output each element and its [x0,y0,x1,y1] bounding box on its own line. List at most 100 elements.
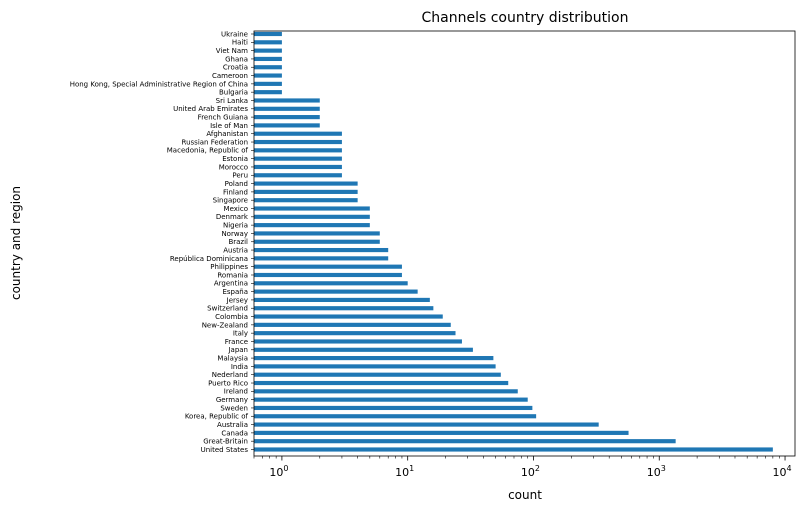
bar [254,347,473,352]
bar [254,247,389,253]
bar [254,272,402,278]
y-tick-label: Canada [221,429,248,437]
bar [254,198,358,203]
bar [254,339,462,344]
bar [254,231,380,236]
y-tick-label: Colombia [215,313,248,321]
bar [254,148,342,153]
bar [254,264,402,269]
y-tick-label: New-Zealand [202,321,248,329]
bar [254,306,434,311]
bar [254,139,342,145]
bar [254,430,629,435]
bar [254,173,342,178]
bar [254,189,358,194]
y-tick-label: Norway [221,230,248,238]
bar [254,356,494,361]
y-tick-label: Nederland [212,371,248,379]
x-tick-label: 102 [521,464,540,479]
bar [254,397,528,402]
y-tick-label: Macedonia, Republic of [167,147,249,155]
x-axis-label: count [508,488,542,502]
bar [254,123,320,128]
y-tick-label: Afghanistan [206,130,248,138]
bar [254,439,676,444]
plot-frame [253,30,796,457]
y-tick-label: Isle of Man [210,122,248,130]
bar [254,414,537,419]
bar [254,223,370,228]
y-tick-label: Argentina [214,280,248,288]
y-tick-label: Estonia [222,155,248,163]
x-tick-label: 100 [269,464,288,479]
y-tick-label: Malaysia [217,354,248,362]
y-axis-label: country and region [9,186,23,300]
y-tick-label: Australia [217,421,248,429]
bar [254,422,599,427]
y-tick-label: Puerto Rico [208,379,248,387]
y-tick-label: Korea, Republic of [185,413,249,421]
y-tick-label: España [222,288,248,296]
bar [254,364,496,369]
y-tick-label: Cameroon [212,72,248,80]
bar [254,156,342,161]
bar [254,372,501,377]
y-tick-label: Hong Kong, Special Administrative Region… [70,80,248,88]
y-tick-label: Jersey [226,296,248,304]
y-tick-label: Great-Britain [203,438,248,446]
bar [254,181,358,186]
y-tick-label: Sri Lanka [216,97,248,105]
bar [254,40,282,45]
chart-title: Channels country distribution [422,10,629,26]
bar [254,239,380,244]
y-tick-label: Nigeria [223,222,248,230]
y-tick-label: Japan [227,346,248,354]
bar [254,164,342,170]
bar [254,81,282,86]
y-tick-label: Bulgaria [219,89,248,97]
bar [254,115,320,120]
y-tick-label: Philippines [210,263,248,271]
y-tick-label: Germany [216,396,248,404]
bar [254,106,320,111]
y-tick-label: Ukraine [221,30,248,38]
y-tick-label: Austria [223,246,248,254]
y-tick-label: Brazil [228,238,248,246]
y-tick-label: Morocco [219,163,248,171]
y-tick-label: Ghana [225,55,248,63]
y-tick-label: United States [201,446,249,454]
y-tick-label: Russian Federation [182,138,248,146]
bar [254,331,456,336]
x-tick-label: 103 [647,464,666,479]
y-tick-label: Romania [217,271,248,279]
bar [254,281,408,286]
bar [254,31,282,37]
x-tick-label: 104 [772,464,791,479]
bar [254,214,370,219]
bar [254,389,518,394]
bar [254,131,342,136]
y-tick-label: Peru [232,172,248,180]
y-tick-label: Haiti [232,39,248,47]
y-tick-label: India [231,363,248,371]
y-tick-label: Ireland [224,388,248,396]
y-tick-label: Sweden [220,404,248,412]
bar [254,256,389,261]
y-tick-label: French Guiana [198,114,248,122]
y-tick-label: Poland [225,180,248,188]
bar [254,90,282,95]
bar [254,206,370,211]
x-axis-ticks: 100 101 102 103 104 [253,456,792,479]
y-tick-label: Mexico [224,205,248,213]
bar [254,405,533,411]
y-tick-label: Croatia [223,64,248,72]
y-tick-label: República Dominicana [170,255,248,263]
bar [254,322,451,327]
bar [254,73,282,78]
bar [254,289,418,294]
y-tick-label: France [225,338,248,346]
y-tick-label: Viet Nam [216,47,248,55]
bars-group [254,31,773,452]
